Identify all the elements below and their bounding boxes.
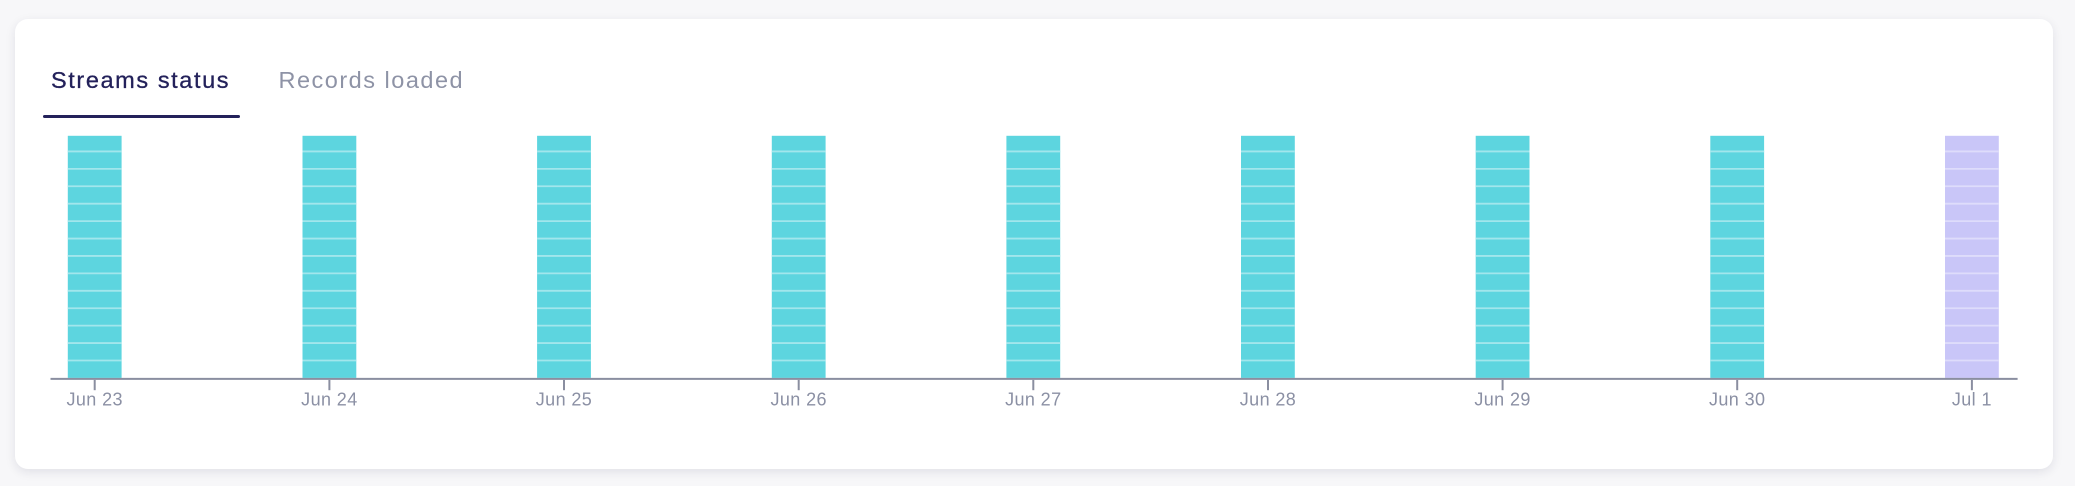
svg-text:Jun 24: Jun 24 — [301, 390, 357, 410]
svg-text:Jun 29: Jun 29 — [1474, 390, 1530, 410]
svg-text:Jun 23: Jun 23 — [66, 390, 122, 410]
svg-text:Jun 28: Jun 28 — [1240, 390, 1296, 410]
svg-text:Jun 25: Jun 25 — [536, 390, 592, 410]
svg-text:Jun 30: Jun 30 — [1709, 390, 1765, 410]
svg-text:Jul 1: Jul 1 — [1952, 390, 1992, 410]
svg-text:Jun 26: Jun 26 — [770, 390, 826, 410]
svg-text:Jun 27: Jun 27 — [1005, 390, 1061, 410]
